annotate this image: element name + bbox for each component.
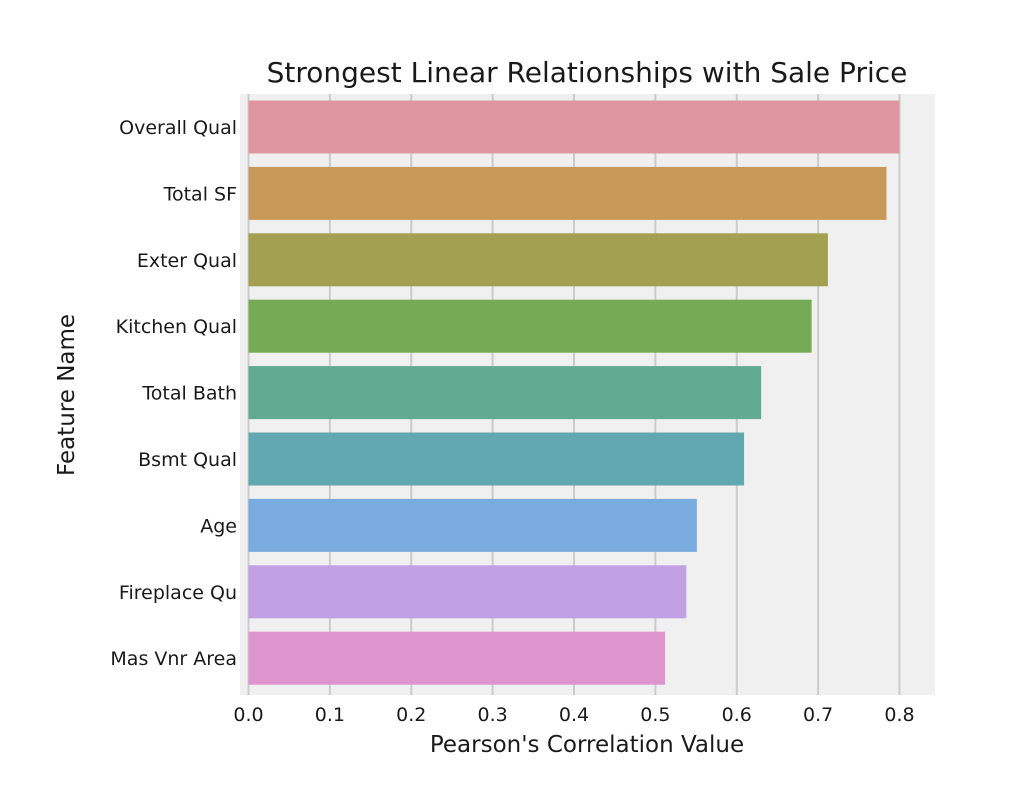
- bar: [248, 366, 762, 420]
- y-tick-label: Total Bath: [141, 383, 237, 405]
- y-tick-label: Exter Qual: [137, 250, 237, 272]
- x-tick-label: 0.4: [559, 704, 589, 726]
- bars: [248, 100, 900, 685]
- bar: [248, 432, 745, 486]
- bar: [248, 631, 666, 685]
- y-tick-labels: Overall Qual Total SF Exter Qual Kitchen Qu…: [110, 117, 237, 670]
- y-tick-label: Kitchen Qual: [116, 316, 237, 338]
- y-tick-label: Mas Vnr Area: [110, 648, 237, 670]
- x-axis-label: Pearson's Correlation Value: [430, 732, 744, 758]
- y-tick-label: Total SF: [163, 183, 237, 205]
- x-tick-label: 0.6: [722, 704, 752, 726]
- x-tick-label: 0.5: [640, 704, 670, 726]
- x-tick-label: 0.8: [884, 704, 914, 726]
- y-tick-label: Age: [200, 515, 237, 537]
- y-tick-label: Fireplace Qu: [119, 582, 237, 604]
- bar: [248, 166, 887, 220]
- bar: [248, 233, 828, 287]
- chart-title: Strongest Linear Relationships with Sale…: [267, 56, 908, 89]
- x-tick-label: 0.0: [233, 704, 263, 726]
- y-tick-label: Bsmt Qual: [138, 449, 237, 471]
- x-tick-label: 0.3: [478, 704, 508, 726]
- bar: [248, 299, 812, 353]
- y-axis-label: Feature Name: [54, 314, 80, 476]
- x-tick-label: 0.1: [315, 704, 345, 726]
- x-tick-label: 0.7: [803, 704, 833, 726]
- bar: [248, 565, 687, 619]
- bar: [248, 100, 900, 154]
- bar: [248, 498, 697, 552]
- x-tick-label: 0.2: [396, 704, 426, 726]
- x-tick-labels: 0.0 0.1 0.2 0.3 0.4 0.5 0.6 0.7 0.8: [233, 704, 914, 726]
- y-tick-label: Overall Qual: [119, 117, 237, 139]
